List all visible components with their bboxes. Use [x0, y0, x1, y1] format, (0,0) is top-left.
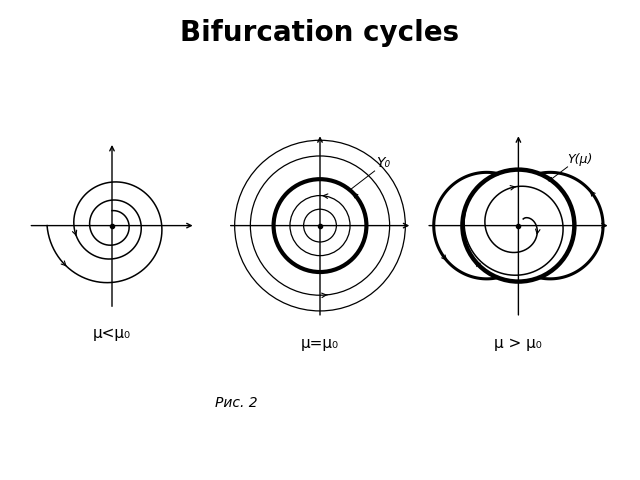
Text: μ<μ₀: μ<μ₀ [93, 326, 131, 341]
Text: Рис. 2: Рис. 2 [216, 396, 258, 410]
Text: μ > μ₀: μ > μ₀ [495, 336, 542, 351]
Text: Bifurcation cycles: Bifurcation cycles [180, 19, 460, 47]
Text: μ=μ₀: μ=μ₀ [301, 336, 339, 351]
Text: Y₀: Y₀ [376, 156, 390, 169]
Text: Y(μ): Y(μ) [568, 153, 593, 166]
